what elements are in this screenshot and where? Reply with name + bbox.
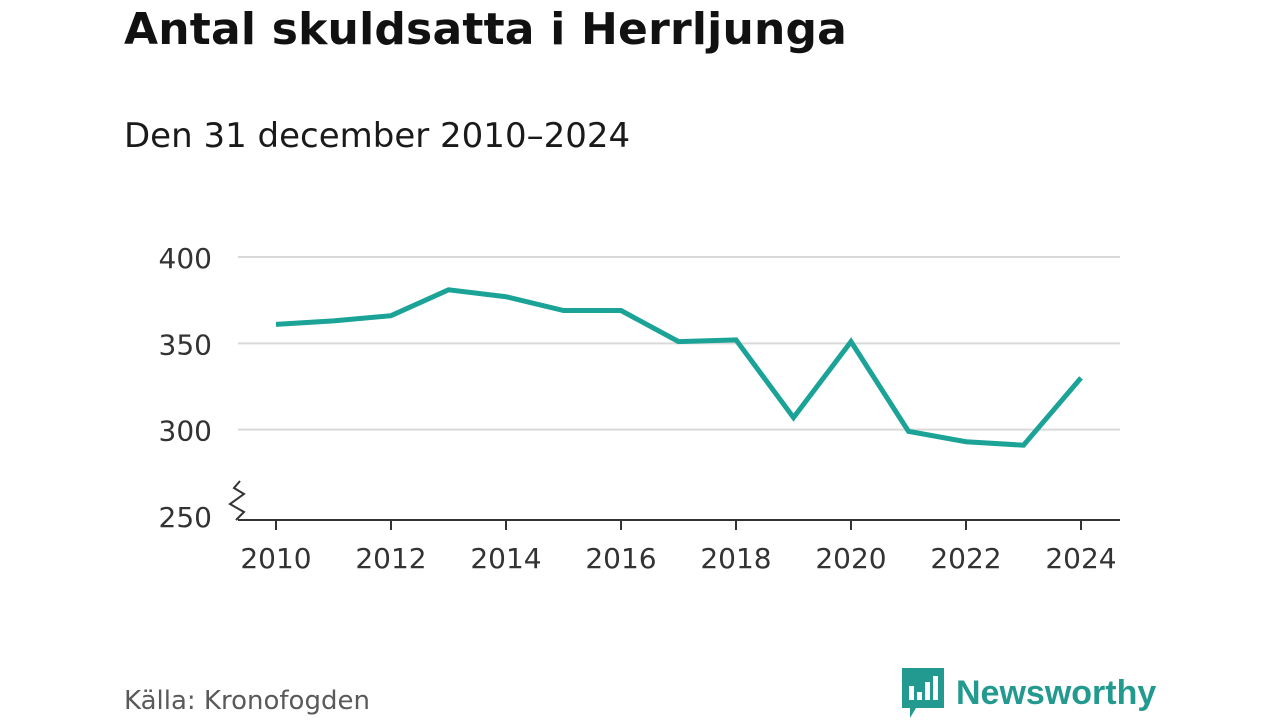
newsworthy-logo: Newsworthy: [902, 668, 1156, 718]
x-tick-label-2024: 2024: [1045, 542, 1116, 575]
y-tick-label-300: 300: [159, 415, 212, 448]
y-tick-label-250: 250: [159, 501, 212, 534]
x-tick-label-2022: 2022: [930, 542, 1001, 575]
chart-subtitle: Den 31 december 2010–2024: [124, 116, 631, 156]
x-tick-label-2012: 2012: [355, 542, 426, 575]
y-tick-label-350: 350: [159, 328, 212, 361]
x-tick-label-2014: 2014: [470, 542, 541, 575]
x-tick-label-2010: 2010: [240, 542, 311, 575]
x-tick-label-2018: 2018: [700, 542, 771, 575]
x-tick-label-2020: 2020: [815, 542, 886, 575]
newsworthy-logo-icon: [902, 668, 944, 718]
series-line-0: [275, 287, 1083, 448]
x-tick-label-2016: 2016: [585, 542, 656, 575]
y-tick-label-400: 400: [159, 242, 212, 275]
newsworthy-logo-text: Newsworthy: [956, 673, 1157, 712]
source-note: Källa: Kronofogden: [124, 686, 370, 716]
axis-break-icon: [228, 480, 246, 521]
chart-title: Antal skuldsatta i Herrljunga: [124, 4, 848, 55]
